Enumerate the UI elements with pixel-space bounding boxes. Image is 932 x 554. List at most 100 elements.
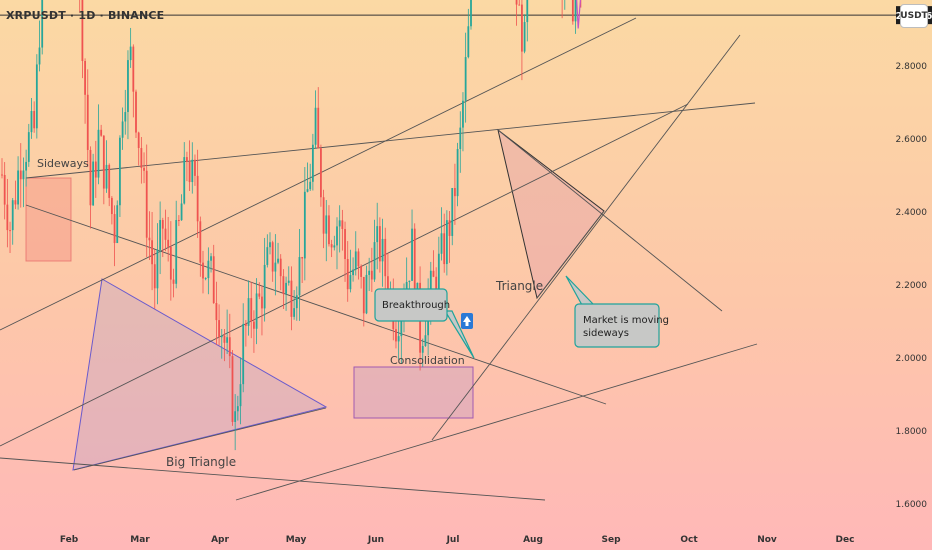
candle-body <box>443 233 446 265</box>
candle-body <box>110 197 113 215</box>
candle-body <box>526 0 529 23</box>
candle-body <box>204 278 207 280</box>
candle-body <box>373 242 376 280</box>
candle-body <box>143 167 145 171</box>
channel-mid-line <box>0 103 689 447</box>
candle-body <box>381 238 384 262</box>
candle-body <box>188 161 191 183</box>
x-tick-label: May <box>286 535 307 545</box>
symbol-title: XRPUSDT · 1D · BINANCE <box>6 9 165 22</box>
candle-body <box>303 191 306 259</box>
x-tick-label: Jun <box>367 535 384 545</box>
candle-body <box>247 298 250 326</box>
wedge-lower-line <box>73 407 327 471</box>
candle-body <box>159 220 162 250</box>
channel-lower-line <box>431 34 741 441</box>
candle-body <box>194 159 196 176</box>
candle-body <box>515 0 518 5</box>
candle-body <box>202 262 204 279</box>
candle-body <box>161 220 164 229</box>
big-triangle-label: Big Triangle <box>166 455 236 469</box>
candle-body <box>464 57 467 101</box>
candle-body <box>378 226 381 262</box>
candle-body <box>215 303 218 321</box>
y-tick-label: 2.6000 <box>896 135 928 145</box>
candle-body <box>322 197 325 234</box>
candle-body <box>105 164 108 189</box>
candle-body <box>274 262 277 272</box>
candle-body <box>435 276 438 296</box>
candle-body <box>183 157 186 204</box>
candle-body <box>352 269 354 276</box>
candle-body <box>370 270 373 280</box>
candle-body <box>38 47 41 65</box>
candle-body <box>84 60 86 95</box>
candle-body <box>413 228 416 303</box>
candle-body <box>92 161 95 206</box>
candle-body <box>140 148 143 168</box>
breakthrough-label: Breakthrough <box>382 300 450 311</box>
candle-body <box>341 220 344 229</box>
candle-body <box>287 280 290 283</box>
y-tick-label: 2.4000 <box>896 208 928 218</box>
candle-body <box>172 279 175 284</box>
ascending-line <box>536 210 605 299</box>
candle-body <box>86 94 89 150</box>
big-triangle-lower-line <box>0 457 546 501</box>
trend-lines <box>0 14 900 501</box>
x-tick-label: Jul <box>446 535 460 545</box>
up-arrow-icon <box>463 316 471 326</box>
x-tick-label: Aug <box>523 535 543 545</box>
candle-body <box>454 188 456 197</box>
channel-upper-line <box>0 17 637 331</box>
breakthrough-callout-box <box>374 288 448 322</box>
candle-body <box>164 228 167 240</box>
candle-body <box>22 170 25 180</box>
x-tick-label: Dec <box>836 535 855 545</box>
sideways-box <box>25 177 72 262</box>
candle-body <box>19 170 22 180</box>
candle-body <box>440 233 443 254</box>
market-label-line1: Market is moving <box>583 315 669 326</box>
candle-body <box>448 220 451 236</box>
candle-body <box>234 411 237 422</box>
candle-body <box>311 144 314 182</box>
candle-body <box>145 170 148 238</box>
candle-body <box>266 247 269 265</box>
candle-body <box>263 264 266 309</box>
candle-body <box>25 161 28 171</box>
candle-body <box>124 112 127 122</box>
candle-body <box>306 189 309 192</box>
candle-body <box>132 46 135 92</box>
candle-body <box>220 335 223 338</box>
market-label-line2: sideways <box>583 328 629 339</box>
y-tick-label: 2.8000 <box>896 62 928 72</box>
candle-body <box>30 110 33 133</box>
y-tick-label: 1.6000 <box>896 500 928 510</box>
consolidation-box <box>353 366 474 419</box>
sideways-label: Sideways <box>37 157 89 170</box>
candle-body <box>354 251 357 270</box>
candle-body <box>432 270 435 277</box>
currency-button[interactable]: USDT <box>900 4 928 28</box>
candle-body <box>258 293 261 297</box>
candle-body <box>199 221 202 263</box>
candle-body <box>27 132 30 162</box>
candle-body <box>113 214 116 244</box>
candle-body <box>320 148 322 198</box>
candle-body <box>309 181 312 190</box>
candle-body <box>239 384 242 407</box>
sideways-top-line <box>25 102 756 179</box>
candle-body <box>255 293 258 329</box>
candle-body <box>116 205 119 244</box>
candle-body <box>317 107 320 149</box>
candle-body <box>451 188 454 236</box>
candle-body <box>285 282 287 294</box>
candle-body <box>148 237 151 241</box>
candle-body <box>293 308 296 317</box>
candle-body <box>574 0 577 22</box>
candle-body <box>271 242 274 272</box>
candle-body <box>456 149 459 197</box>
